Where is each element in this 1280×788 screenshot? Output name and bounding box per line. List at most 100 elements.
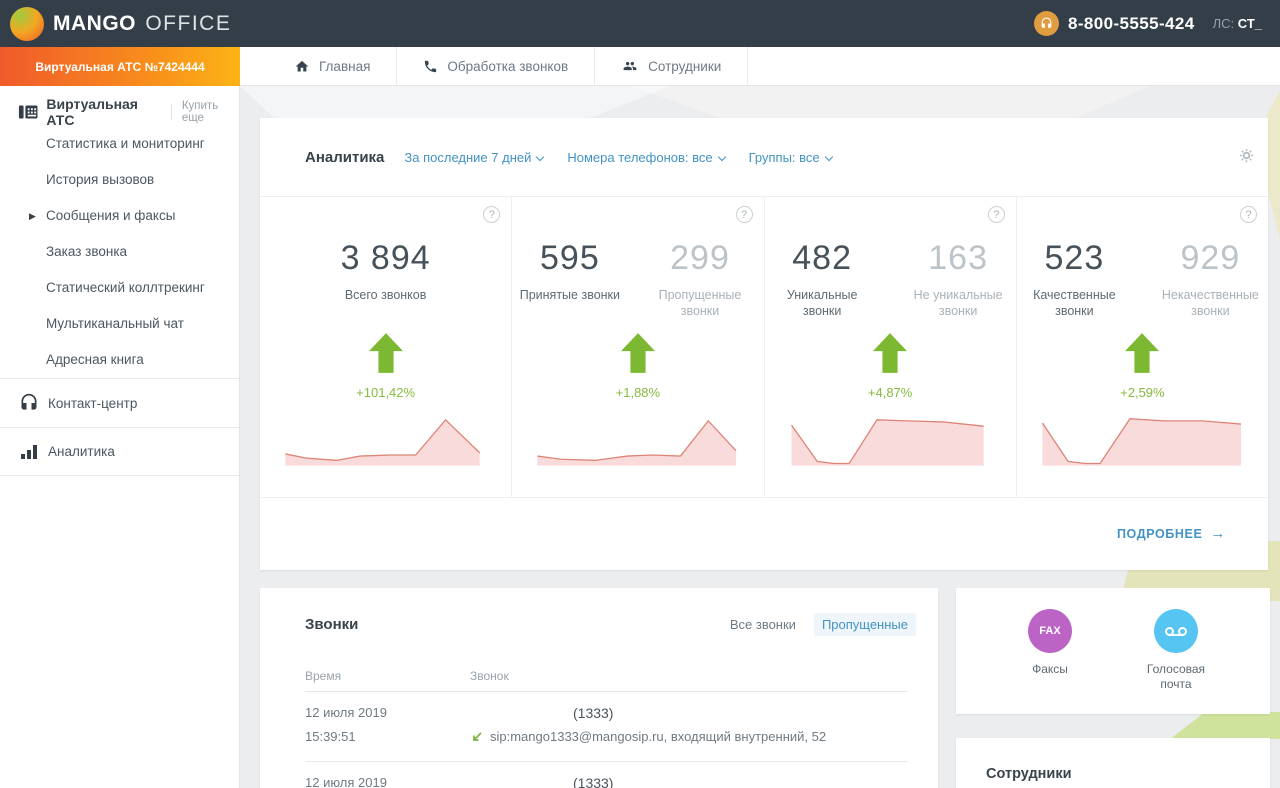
chevron-down-icon — [536, 152, 545, 161]
tab-all-calls[interactable]: Все звонки — [729, 617, 796, 632]
nav-item-label: Сотрудники — [648, 58, 722, 74]
stat-cards-row: ? 3 894 Всего звонков +101,42% — [260, 196, 1268, 498]
trend-indicator: +2,59% — [1017, 333, 1268, 400]
fax-label: Факсы — [1032, 662, 1068, 676]
trend-percent: +1,88% — [615, 385, 661, 400]
trend-indicator: +101,42% — [260, 333, 511, 400]
sidebar-item-label: Сообщения и факсы — [46, 208, 176, 223]
sidebar-header: Виртуальная АТС Купить еще — [0, 86, 239, 128]
employees-panel: Сотрудники — [956, 738, 1270, 788]
up-arrow-icon — [873, 333, 908, 373]
sidebar-section-analytics[interactable]: Аналитика — [0, 427, 239, 476]
calls-table-header: Время Звонок — [305, 669, 908, 692]
analytics-header: Аналитика За последние 7 дней Номера тел… — [260, 118, 1268, 196]
support-phone: 8-800-5555-424 — [1068, 13, 1195, 33]
analytics-title: Аналитика — [305, 148, 385, 166]
sparkline-chart — [279, 407, 493, 466]
sidebar-item-multichannel-chat[interactable]: Мультиканальный чат — [46, 316, 184, 331]
sidebar-item-address-book[interactable]: Адресная книга — [46, 352, 144, 367]
sidebar-section-title[interactable]: Виртуальная АТС — [46, 96, 138, 128]
call-number: (1333) — [573, 705, 614, 721]
sidebar-item-messages-faxes[interactable]: ▶ Сообщения и факсы — [29, 198, 239, 234]
nav-item-label: Главная — [319, 58, 371, 74]
sidebar-section-label: Аналитика — [48, 444, 115, 459]
chevron-down-icon — [717, 152, 726, 161]
help-icon[interactable]: ? — [483, 206, 501, 223]
atc-tab[interactable]: Виртуальная АТС №7424444 — [0, 47, 240, 86]
stat-value-secondary: 929 — [1180, 239, 1241, 277]
voicemail-widget[interactable]: Голосовая почта — [1131, 609, 1221, 692]
account-info[interactable]: ЛС: СТ_ — [1213, 16, 1262, 31]
help-icon[interactable]: ? — [987, 206, 1005, 223]
brand-secondary: OFFICE — [145, 11, 232, 35]
brand-primary: MANGO — [53, 11, 136, 35]
sidebar-section-label: Контакт-центр — [48, 395, 138, 411]
topbar-right: 8-800-5555-424 ЛС: СТ_ — [1034, 11, 1262, 36]
trend-percent: +101,42% — [356, 385, 416, 400]
help-icon[interactable]: ? — [735, 206, 753, 223]
up-arrow-icon — [1125, 333, 1160, 373]
fax-widget[interactable]: FAX Факсы — [1005, 609, 1095, 692]
bar-chart-icon — [18, 444, 40, 460]
divider — [170, 104, 172, 120]
tab-missed-calls[interactable]: Пропущенные — [813, 613, 916, 636]
analytics-footer: ПОДРОБНЕЕ → — [260, 498, 1268, 569]
brand-name: MANGO OFFICE — [53, 12, 231, 36]
stat-card-unique: ? 482 Уникальные звонки 163 Не уникальны… — [765, 197, 1017, 497]
trend-percent: +4,87% — [867, 385, 913, 400]
mango-logo-icon — [10, 6, 44, 41]
stat-card-total-calls: ? 3 894 Всего звонков +101,42% — [260, 197, 513, 497]
subbar: Виртуальная АТС №7424444 Главная Обработ… — [0, 47, 1280, 86]
trend-percent: +2,59% — [1120, 385, 1165, 400]
stat-value: 482 — [792, 239, 852, 277]
nav-item-call-handling[interactable]: Обработка звонков — [397, 47, 596, 85]
stat-label-secondary: Пропущенные звонки — [658, 288, 742, 318]
calls-header: Звонки Все звонки Пропущенные — [260, 588, 938, 636]
filter-label: За последние 7 дней — [404, 149, 532, 165]
more-label: ПОДРОБНЕЕ — [1116, 527, 1203, 541]
filter-period[interactable]: За последние 7 дней — [404, 149, 545, 165]
stat-value-secondary: 299 — [670, 239, 730, 277]
call-row[interactable]: 12 июля 2019 15:39:51 (1333) sip:mango13… — [305, 692, 908, 762]
call-time: 15:39:51 — [305, 729, 356, 744]
sidebar: Виртуальная АТС Купить еще Статистика и … — [0, 86, 240, 788]
more-details-link[interactable]: ПОДРОБНЕЕ → — [1117, 525, 1226, 542]
nav-item-label: Обработка звонков — [447, 58, 569, 74]
chevron-down-icon — [824, 152, 833, 161]
stat-label: Всего звонков — [344, 288, 427, 302]
filter-phone-numbers[interactable]: Номера телефонов: все — [567, 150, 726, 165]
stat-label: Уникальные звонки — [786, 288, 858, 318]
sparkline-chart — [1036, 407, 1250, 466]
stat-label-secondary: Не уникальные звонки — [913, 288, 1003, 318]
stat-label: Качественные звонки — [1033, 288, 1116, 318]
calls-panel: Звонки Все звонки Пропущенные Время Звон… — [260, 588, 938, 788]
filter-label: Группы: все — [748, 149, 820, 165]
sidebar-item-static-calltracking[interactable]: Статический коллтрекинг — [46, 280, 205, 295]
settings-gear-icon[interactable] — [1239, 148, 1254, 168]
sidebar-section-contact-center[interactable]: Контакт-центр — [0, 378, 239, 427]
call-number: (1333) — [573, 775, 614, 788]
calls-title: Звонки — [305, 616, 359, 633]
nav-item-home[interactable]: Главная — [268, 47, 398, 85]
call-date: 12 июля 2019 — [305, 775, 387, 788]
buy-more-link[interactable]: Купить еще — [181, 100, 219, 124]
call-row[interactable]: 12 июля 2019 (1333) — [305, 762, 908, 788]
filter-groups[interactable]: Группы: все — [748, 149, 833, 165]
stat-value: 523 — [1044, 239, 1105, 277]
sparkline-chart — [531, 407, 745, 466]
sidebar-item-call-history[interactable]: История вызовов — [46, 172, 155, 187]
sidebar-item-call-order[interactable]: Заказ звонка — [46, 244, 128, 259]
topbar: MANGO OFFICE 8-800-5555-424 ЛС: СТ_ — [0, 0, 1280, 47]
sidebar-item-statistics[interactable]: Статистика и мониторинг — [46, 136, 205, 151]
calls-tabs: Все звонки Пропущенные — [729, 613, 916, 636]
background-accent-yellow — [1266, 90, 1280, 240]
nav-item-employees[interactable]: Сотрудники — [595, 47, 749, 85]
help-icon[interactable]: ? — [1240, 206, 1257, 223]
account-value: СТ_ — [1237, 16, 1262, 31]
voicemail-icon — [1154, 609, 1198, 653]
fax-icon: FAX — [1028, 609, 1072, 653]
stat-label-secondary: Некачественные звонки — [1161, 288, 1259, 318]
expand-arrow-icon[interactable]: ▶ — [29, 211, 36, 221]
sparkline-chart — [783, 407, 997, 466]
voicemail-label: Голосовая почта — [1146, 662, 1206, 691]
